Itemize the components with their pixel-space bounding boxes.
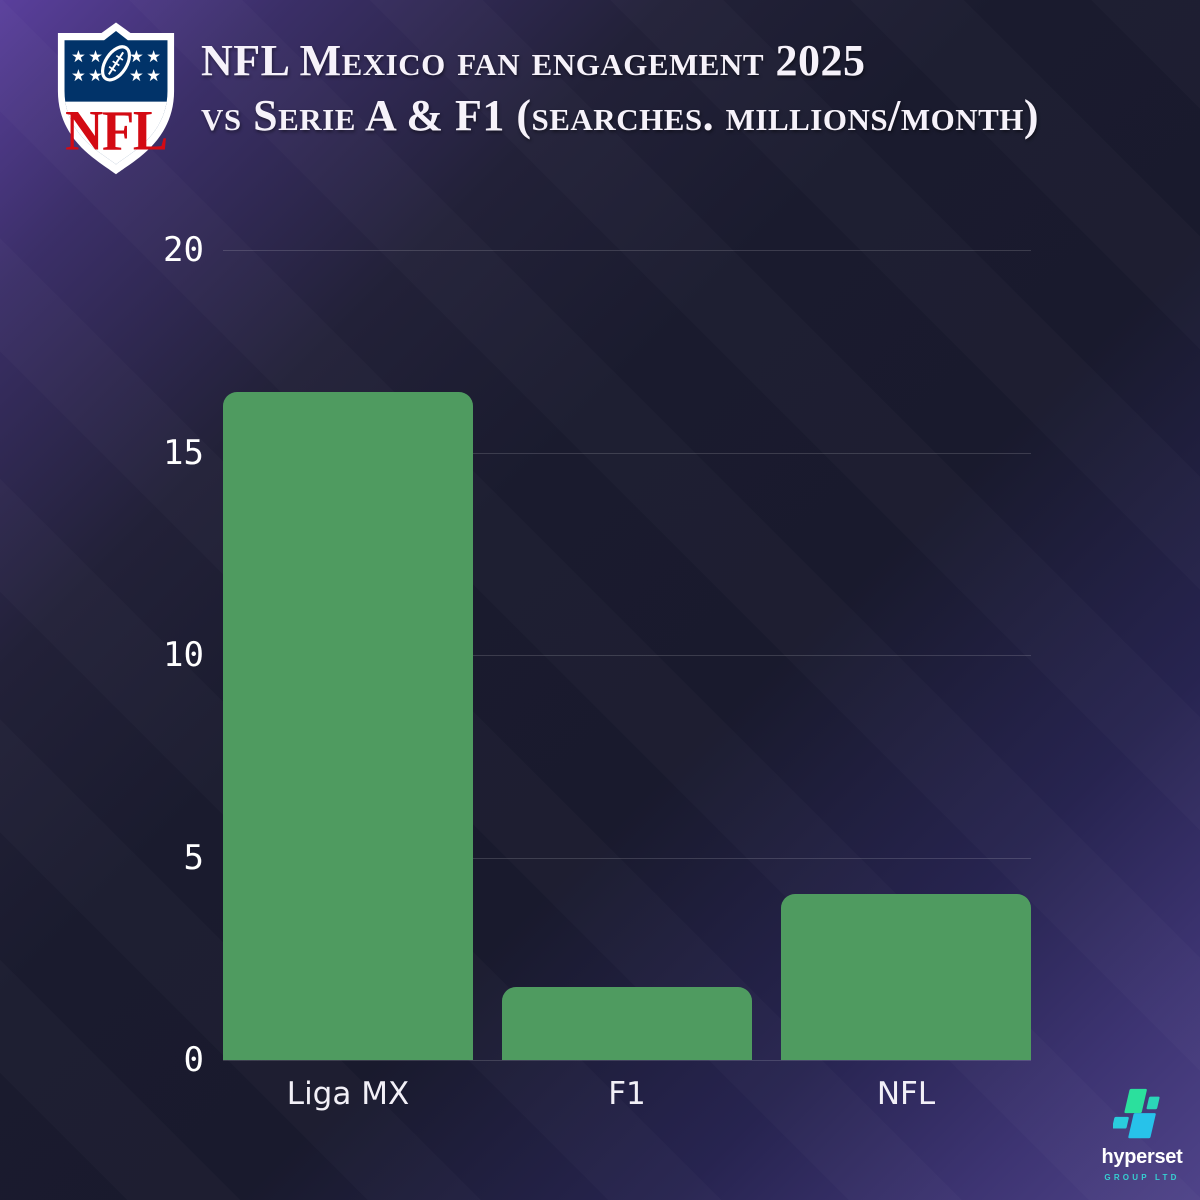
svg-text:★: ★ — [146, 47, 161, 66]
football-icon — [101, 45, 131, 82]
stars-right: ★ ★ ★ ★ — [129, 47, 161, 85]
bar-f1 — [502, 987, 752, 1060]
svg-text:★: ★ — [146, 66, 161, 85]
svg-text:★: ★ — [129, 66, 144, 85]
x-category-label-f1: F1 — [608, 1076, 646, 1112]
chart-title-line2: vs Serie A & F1 (searches. millions/mont… — [201, 91, 1040, 140]
gridline-y-15 — [223, 452, 1031, 454]
brand-subtitle: GROUP LTD — [1104, 1173, 1180, 1182]
y-tick-label-10: 10 — [163, 635, 204, 675]
bar-liga-mx — [223, 391, 473, 1060]
svg-text:★: ★ — [88, 66, 103, 85]
gridline-y-20 — [223, 250, 1031, 251]
chart-title-line1: NFL Mexico fan engagement 2025 — [201, 36, 866, 85]
brand-block: hyperset GROUP LTD — [1076, 1086, 1200, 1182]
svg-text:★: ★ — [71, 47, 86, 66]
x-category-label-nfl: NFL — [876, 1076, 936, 1112]
nfl-shield-logo: ★ ★ ★ ★ ★ ★ ★ ★ NFL — [57, 22, 175, 175]
svg-text:★: ★ — [88, 47, 103, 66]
plot-area: 0 5 10 15 20 Liga MX F1 NFL — [163, 230, 1031, 1112]
svg-text:★: ★ — [71, 66, 86, 85]
brand-name: hyperset — [1101, 1146, 1183, 1168]
gridline-y-5 — [223, 857, 1031, 859]
gridline-y-0 — [223, 1060, 1031, 1061]
stars-left: ★ ★ ★ ★ — [71, 47, 103, 85]
y-tick-label-20: 20 — [163, 230, 204, 270]
y-tick-label-5: 5 — [183, 837, 204, 878]
x-category-label-liga-mx: Liga MX — [286, 1076, 410, 1112]
svg-text:★: ★ — [129, 47, 144, 66]
bar-nfl — [781, 893, 1031, 1060]
chart-title: NFL Mexico fan engagement 2025 vs Serie … — [201, 33, 1039, 143]
hyperset-logo-icon — [1113, 1088, 1160, 1139]
y-tick-label-15: 15 — [163, 432, 204, 473]
y-tick-label-0: 0 — [183, 1040, 204, 1080]
gridline-y-10 — [223, 655, 1031, 656]
nfl-logo-letters: NFL — [65, 99, 167, 162]
